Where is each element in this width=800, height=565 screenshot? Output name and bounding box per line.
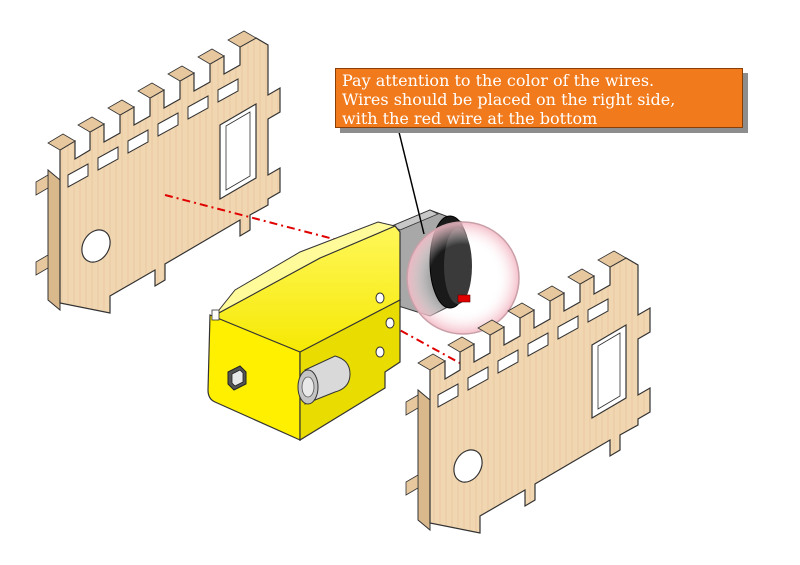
callout-pointer [397,127,425,235]
wire-color-callout: Pay attention to the color of the wires.… [335,68,743,128]
callout-line-1: Pay attention to the color of the wires. [342,71,655,90]
left-panel-face [59,37,281,314]
magnifier-circle [406,221,520,335]
callout-line-2: Wires should be placed on the right side… [342,90,676,109]
right-panel-face [429,257,651,534]
right-wood-panel [405,250,651,534]
left-wood-panel [35,30,281,314]
callout-line-3: with the red wire at the bottom [342,109,598,128]
